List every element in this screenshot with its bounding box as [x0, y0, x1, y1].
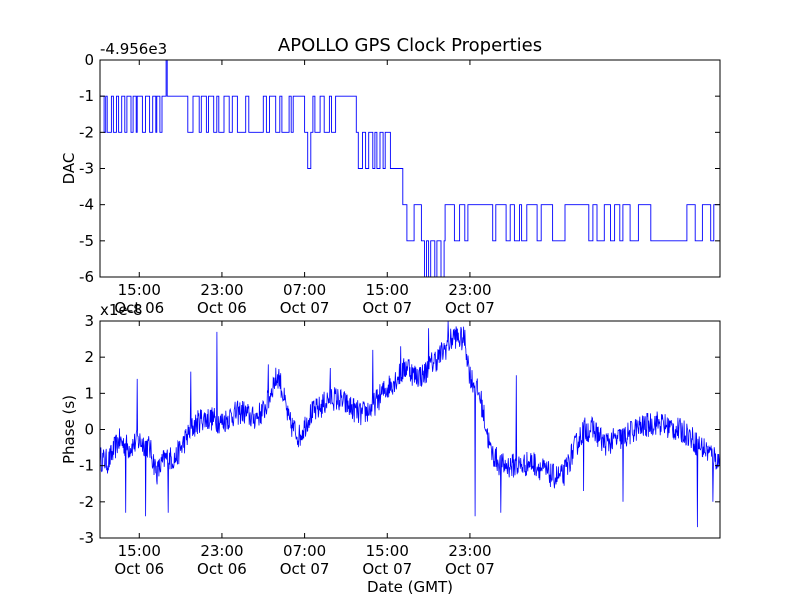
- x-tick-label-date: Oct 07: [445, 299, 495, 317]
- x-tick-label-time: 15:00: [118, 542, 161, 560]
- x-tick-label-time: 23:00: [448, 281, 491, 299]
- x-tick-label-date: Oct 07: [362, 560, 412, 578]
- x-axis-label: Date (GMT): [367, 578, 453, 596]
- x-tick-label-date: Oct 06: [114, 299, 164, 317]
- x-tick-label-date: Oct 07: [445, 560, 495, 578]
- y-tick-label: -2: [79, 493, 94, 511]
- x-tick-label-time: 07:00: [283, 281, 326, 299]
- y-tick-label: -4: [79, 196, 94, 214]
- y-axis-label: Phase (s): [60, 395, 78, 464]
- y-tick-label: 1: [84, 384, 94, 402]
- x-tick-label-time: 15:00: [118, 281, 161, 299]
- y-tick-label: -3: [79, 160, 94, 178]
- y-tick-label: 2: [84, 348, 94, 366]
- y-tick-label: -6: [79, 268, 94, 286]
- x-tick-label-time: 07:00: [283, 542, 326, 560]
- x-tick-label-time: 23:00: [200, 281, 243, 299]
- data-line-dac: [100, 60, 720, 277]
- axis-offset-label: -4.956e3: [100, 40, 167, 58]
- y-tick-label: 3: [84, 312, 94, 330]
- y-tick-label: 0: [84, 421, 94, 439]
- x-tick-label-date: Oct 06: [114, 560, 164, 578]
- x-tick-label-time: 15:00: [366, 281, 409, 299]
- x-tick-label-time: 15:00: [366, 542, 409, 560]
- x-tick-label-date: Oct 06: [197, 560, 247, 578]
- figure-title: APOLLO GPS Clock Properties: [278, 35, 542, 56]
- x-tick-label-date: Oct 07: [362, 299, 412, 317]
- x-tick-label-time: 23:00: [448, 542, 491, 560]
- x-tick-label-date: Oct 07: [280, 299, 330, 317]
- x-tick-label-date: Oct 06: [197, 299, 247, 317]
- data-line-phase: [100, 321, 720, 528]
- y-tick-label: 0: [84, 51, 94, 69]
- y-tick-label: -2: [79, 123, 94, 141]
- y-tick-label: -1: [79, 457, 94, 475]
- y-tick-label: -3: [79, 529, 94, 547]
- x-tick-label-date: Oct 07: [280, 560, 330, 578]
- axis-offset-label: x1e-8: [100, 301, 143, 319]
- y-tick-label: -1: [79, 87, 94, 105]
- x-tick-label-time: 23:00: [200, 542, 243, 560]
- y-axis-label: DAC: [60, 153, 78, 185]
- y-tick-label: -5: [79, 232, 94, 250]
